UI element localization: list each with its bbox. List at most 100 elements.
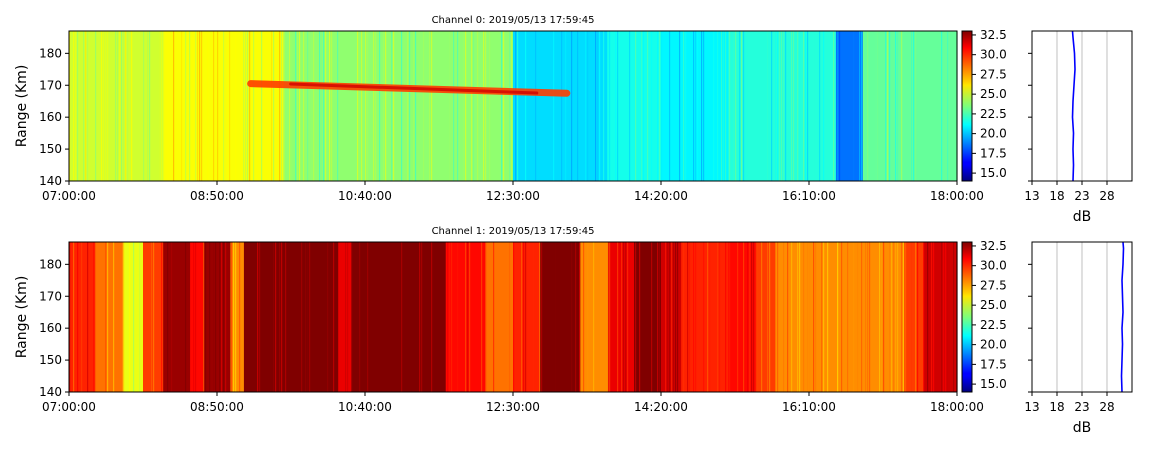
heatmap-streak (401, 31, 403, 181)
heatmap-streak (533, 242, 535, 392)
heatmap-streak (837, 31, 839, 181)
heatmap-streak (671, 242, 673, 392)
heatmap-streak (271, 31, 273, 181)
heatmap-streak (857, 242, 859, 392)
heatmap-streak (553, 242, 555, 392)
channel-0-colorbar (962, 31, 972, 181)
heatmap-streak (467, 242, 469, 392)
heatmap-streak (703, 242, 705, 392)
heatmap-streak (917, 242, 919, 392)
heatmap-streak (703, 31, 705, 181)
heatmap-streak (223, 31, 225, 181)
heatmap-streak (209, 242, 211, 392)
heatmap-streak (599, 31, 601, 181)
heatmap-streak (273, 242, 275, 392)
profile-x-tick-label: 18 (1049, 189, 1064, 203)
heatmap-streak (647, 31, 649, 181)
channel-0-colorbar-frame (961, 30, 973, 182)
heatmap-streak (553, 31, 555, 181)
heatmap-streak (785, 31, 787, 181)
heatmap-streak (651, 242, 653, 392)
heatmap-streak (625, 242, 627, 392)
heatmap-streak (215, 242, 217, 392)
heatmap-streak (645, 242, 647, 392)
heatmap-streak (781, 31, 783, 181)
heatmap-streak (465, 31, 467, 181)
heatmap-streak (753, 242, 755, 392)
heatmap-streak (791, 242, 793, 392)
heatmap-streak (679, 31, 681, 181)
profile-x-tick-label: 23 (1074, 189, 1089, 203)
colorbar-tick-label: 22.5 (980, 107, 1007, 121)
heatmap-streak (359, 31, 361, 181)
heatmap-streak (847, 242, 849, 392)
channel-1-profile-xlabel: dB (1073, 420, 1092, 436)
heatmap-streak (431, 31, 433, 181)
heatmap-streak (289, 31, 291, 181)
channel-1-panel: Channel 1: 2019/05/13 17:59:45 07:00:00 0… (14, 226, 1133, 436)
heatmap-streak (431, 242, 433, 392)
heatmap-streak (223, 242, 225, 392)
heatmap-streak (511, 31, 513, 181)
heatmap-streak (509, 31, 511, 181)
heatmap-segment-19 (681, 242, 729, 392)
y-tick-label: 160 (39, 321, 62, 335)
heatmap-streak (151, 242, 153, 392)
heatmap-streak (321, 31, 323, 181)
channel-1-y-axis-label: Range (Km) (14, 276, 30, 359)
heatmap-streak (797, 31, 799, 181)
heatmap-streak (861, 31, 863, 181)
heatmap-streak (943, 242, 945, 392)
heatmap-streak (197, 31, 199, 181)
heatmap-streak (877, 31, 879, 181)
heatmap-streak (153, 242, 155, 392)
heatmap-streak (783, 242, 785, 392)
heatmap-streak (805, 31, 807, 181)
heatmap-streak (105, 31, 107, 181)
heatmap-streak (707, 242, 709, 392)
heatmap-streak (813, 242, 815, 392)
heatmap-streak (87, 242, 89, 392)
heatmap-streak (667, 242, 669, 392)
heatmap-streak (279, 31, 281, 181)
heatmap-streak (87, 31, 89, 181)
heatmap-streak (465, 242, 467, 392)
heatmap-streak (419, 242, 421, 392)
heatmap-streak (73, 242, 75, 392)
heatmap-streak (583, 242, 585, 392)
y-tick-label: 150 (39, 353, 62, 367)
heatmap-streak (539, 242, 541, 392)
heatmap-streak (113, 242, 115, 392)
heatmap-streak (307, 242, 309, 392)
heatmap-streak (637, 242, 639, 392)
heatmap-streak (565, 242, 567, 392)
y-tick-label: 170 (39, 289, 62, 303)
colorbar-tick-label: 15.0 (980, 166, 1007, 180)
heatmap-streak (675, 242, 677, 392)
heatmap-streak (651, 31, 653, 181)
heatmap-streak (281, 31, 283, 181)
x-tick-label: 10:40:00 (338, 189, 392, 203)
heatmap-streak (489, 31, 491, 181)
x-tick-label: 12:30:00 (486, 400, 540, 414)
heatmap-streak (839, 31, 841, 181)
heatmap-streak (853, 31, 855, 181)
heatmap-streak (931, 242, 933, 392)
heatmap-streak (213, 31, 215, 181)
heatmap-streak (385, 31, 387, 181)
heatmap-streak (635, 31, 637, 181)
heatmap-streak (891, 242, 893, 392)
heatmap-streak (915, 31, 917, 181)
heatmap-streak (721, 31, 723, 181)
channel-0-profile-xlabel: dB (1073, 209, 1092, 225)
heatmap-streak (225, 242, 227, 392)
channel-1-profile: 13 18 23 28 (1024, 241, 1125, 414)
channel-1-profile-frame (1031, 241, 1133, 393)
heatmap-streak (859, 31, 861, 181)
heatmap-streak (749, 242, 751, 392)
heatmap-streak (281, 242, 283, 392)
channel-1-colorbar (962, 242, 972, 392)
heatmap-streak (559, 242, 561, 392)
y-tick-label: 140 (39, 385, 62, 399)
heatmap-streak (259, 242, 261, 392)
